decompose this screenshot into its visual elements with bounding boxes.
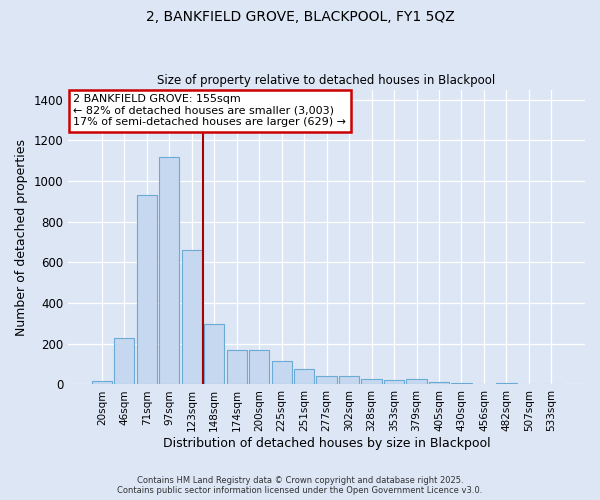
Y-axis label: Number of detached properties: Number of detached properties — [15, 138, 28, 336]
Title: Size of property relative to detached houses in Blackpool: Size of property relative to detached ho… — [157, 74, 496, 87]
Text: 2, BANKFIELD GROVE, BLACKPOOL, FY1 5QZ: 2, BANKFIELD GROVE, BLACKPOOL, FY1 5QZ — [146, 10, 454, 24]
Bar — [361, 379, 382, 384]
Bar — [272, 361, 292, 384]
Bar — [316, 376, 337, 384]
Bar — [92, 381, 112, 384]
Bar — [249, 350, 269, 384]
Text: Contains HM Land Registry data © Crown copyright and database right 2025.
Contai: Contains HM Land Registry data © Crown c… — [118, 476, 482, 495]
Bar — [339, 376, 359, 384]
Bar — [159, 156, 179, 384]
Bar — [227, 350, 247, 384]
X-axis label: Distribution of detached houses by size in Blackpool: Distribution of detached houses by size … — [163, 437, 490, 450]
Bar — [429, 382, 449, 384]
Bar — [182, 250, 202, 384]
Bar — [204, 324, 224, 384]
Bar — [294, 369, 314, 384]
Bar — [137, 196, 157, 384]
Bar — [384, 380, 404, 384]
Bar — [496, 383, 517, 384]
Bar — [406, 380, 427, 384]
Text: 2 BANKFIELD GROVE: 155sqm
← 82% of detached houses are smaller (3,003)
17% of se: 2 BANKFIELD GROVE: 155sqm ← 82% of detac… — [73, 94, 346, 127]
Bar — [114, 338, 134, 384]
